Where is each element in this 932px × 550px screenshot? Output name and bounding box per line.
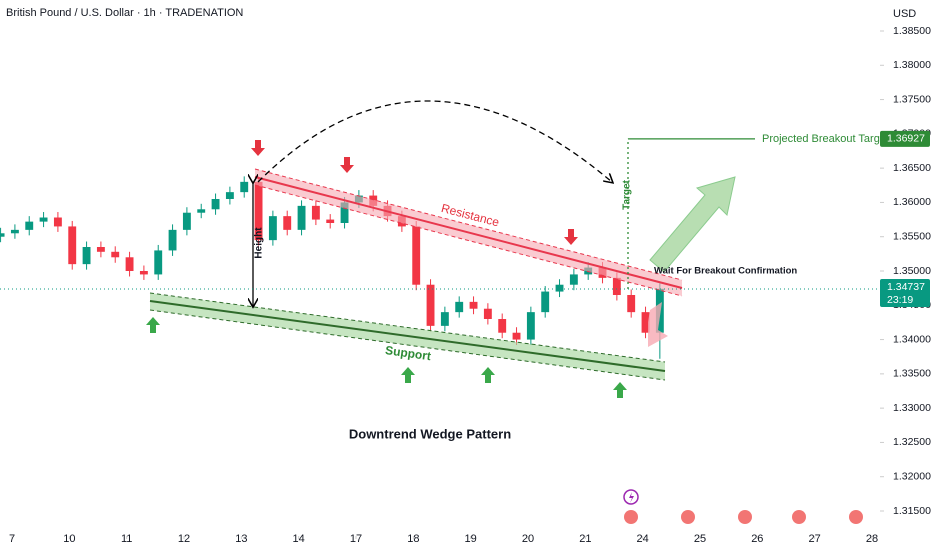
candle-body (483, 308, 492, 319)
target-price-label: 1.36927 (887, 133, 925, 145)
y-tick-label: 1.32500 (893, 436, 931, 448)
resistance-edge (254, 184, 683, 297)
candle-body (154, 250, 163, 275)
candle-body (10, 229, 19, 234)
y-tick-label: 1.33000 (893, 402, 931, 414)
candle-body (326, 219, 335, 223)
chart-title: British Pound / U.S. Dollar · 1h · TRADE… (6, 7, 243, 19)
candle-body (125, 257, 134, 271)
y-tick-label: 1.34000 (893, 333, 931, 345)
y-tick-label: 1.35500 (893, 230, 931, 242)
y-tick-label: 1.31500 (893, 505, 931, 517)
support-edge (149, 309, 666, 381)
candle-body (96, 247, 105, 252)
x-tick-label: 24 (637, 533, 649, 545)
projection-arc (257, 100, 612, 182)
countdown: 23:19 (887, 294, 913, 306)
target-box (880, 130, 930, 147)
candle-body (526, 312, 535, 340)
candle-body (641, 312, 650, 333)
candle-body (225, 192, 234, 199)
candle-body (111, 251, 120, 258)
y-tick-label: 1.38500 (893, 25, 931, 37)
candle-body (283, 216, 292, 230)
resistance-line (254, 176, 683, 289)
candle-body (469, 301, 478, 309)
x-tick-label: 28 (866, 533, 878, 545)
candle-body (541, 291, 550, 313)
axes: 1.31500 1.32000 1.32500 1.33000 1.33500 1.340… (9, 25, 931, 545)
target-text: Projected Breakout Target (762, 133, 889, 145)
candle-body (498, 319, 507, 333)
candle-body (512, 332, 521, 340)
candle-body (39, 217, 48, 222)
candle-body (254, 181, 263, 241)
candle-body (211, 199, 220, 210)
breakdown-arrow (648, 302, 668, 347)
x-tick-label: 20 (522, 533, 534, 545)
event-icons (623, 489, 863, 524)
candle-body (555, 284, 564, 292)
candle-body (0, 233, 5, 237)
candle-body (627, 295, 636, 313)
candle-body (182, 212, 191, 230)
x-tick-label: 14 (293, 533, 305, 545)
x-tick-label: 18 (407, 533, 419, 545)
candle-body (569, 274, 578, 285)
candle-body (25, 221, 34, 230)
candle-body (68, 226, 77, 265)
x-tick-label: 26 (751, 533, 763, 545)
y-tick-label: 1.32000 (893, 470, 931, 482)
currency: USD (893, 8, 916, 20)
target-label: Target (622, 179, 633, 209)
x-tick-label: 13 (235, 533, 247, 545)
y-tick-label: 1.36500 (893, 162, 931, 174)
x-tick-label: 17 (350, 533, 362, 545)
candle-body (268, 216, 277, 241)
x-tick-label: 10 (63, 533, 75, 545)
pattern-label: Downtrend Wedge Pattern (349, 426, 511, 441)
candle-body (139, 271, 148, 275)
x-tick-label: 11 (121, 533, 132, 545)
candle-body (455, 301, 464, 313)
candle-body (82, 247, 91, 265)
x-tick-label: 19 (465, 533, 477, 545)
green-arrows (146, 317, 627, 398)
y-tick-label: 1.36000 (893, 196, 931, 208)
candle-body (440, 312, 449, 326)
y-tick-label: 1.35000 (893, 265, 931, 277)
support-line (149, 300, 666, 372)
x-tick-label: 27 (809, 533, 821, 545)
candle-body (240, 181, 249, 193)
candle-body (53, 217, 62, 227)
y-tick-label: 1.38000 (893, 59, 931, 71)
candle-body (612, 277, 621, 295)
x-tick-label: 12 (178, 533, 190, 545)
candle-body (297, 205, 306, 230)
height-label: Height (254, 227, 265, 259)
y-tick-label: 1.33500 (893, 368, 931, 380)
last-price-label: 1.34737 (887, 281, 925, 293)
red-arrows (251, 140, 578, 245)
candle-body (426, 284, 435, 326)
candle-body (197, 209, 206, 213)
x-tick-label: 21 (579, 533, 591, 545)
candle-body (311, 205, 320, 220)
candle-body (340, 202, 349, 223)
candle-body (412, 226, 421, 285)
resistance-edge (254, 168, 683, 281)
breakout-arrow (649, 176, 736, 273)
x-tick-label: 7 (9, 533, 15, 545)
support-label: Support (384, 343, 431, 363)
x-tick-label: 25 (694, 533, 706, 545)
y-tick-label: 1.37500 (893, 93, 931, 105)
last-price-box (880, 279, 930, 308)
candle-body (168, 229, 177, 251)
confirmation-label: Wait For Breakout Confirmation (654, 266, 797, 277)
support-edge (149, 292, 666, 363)
